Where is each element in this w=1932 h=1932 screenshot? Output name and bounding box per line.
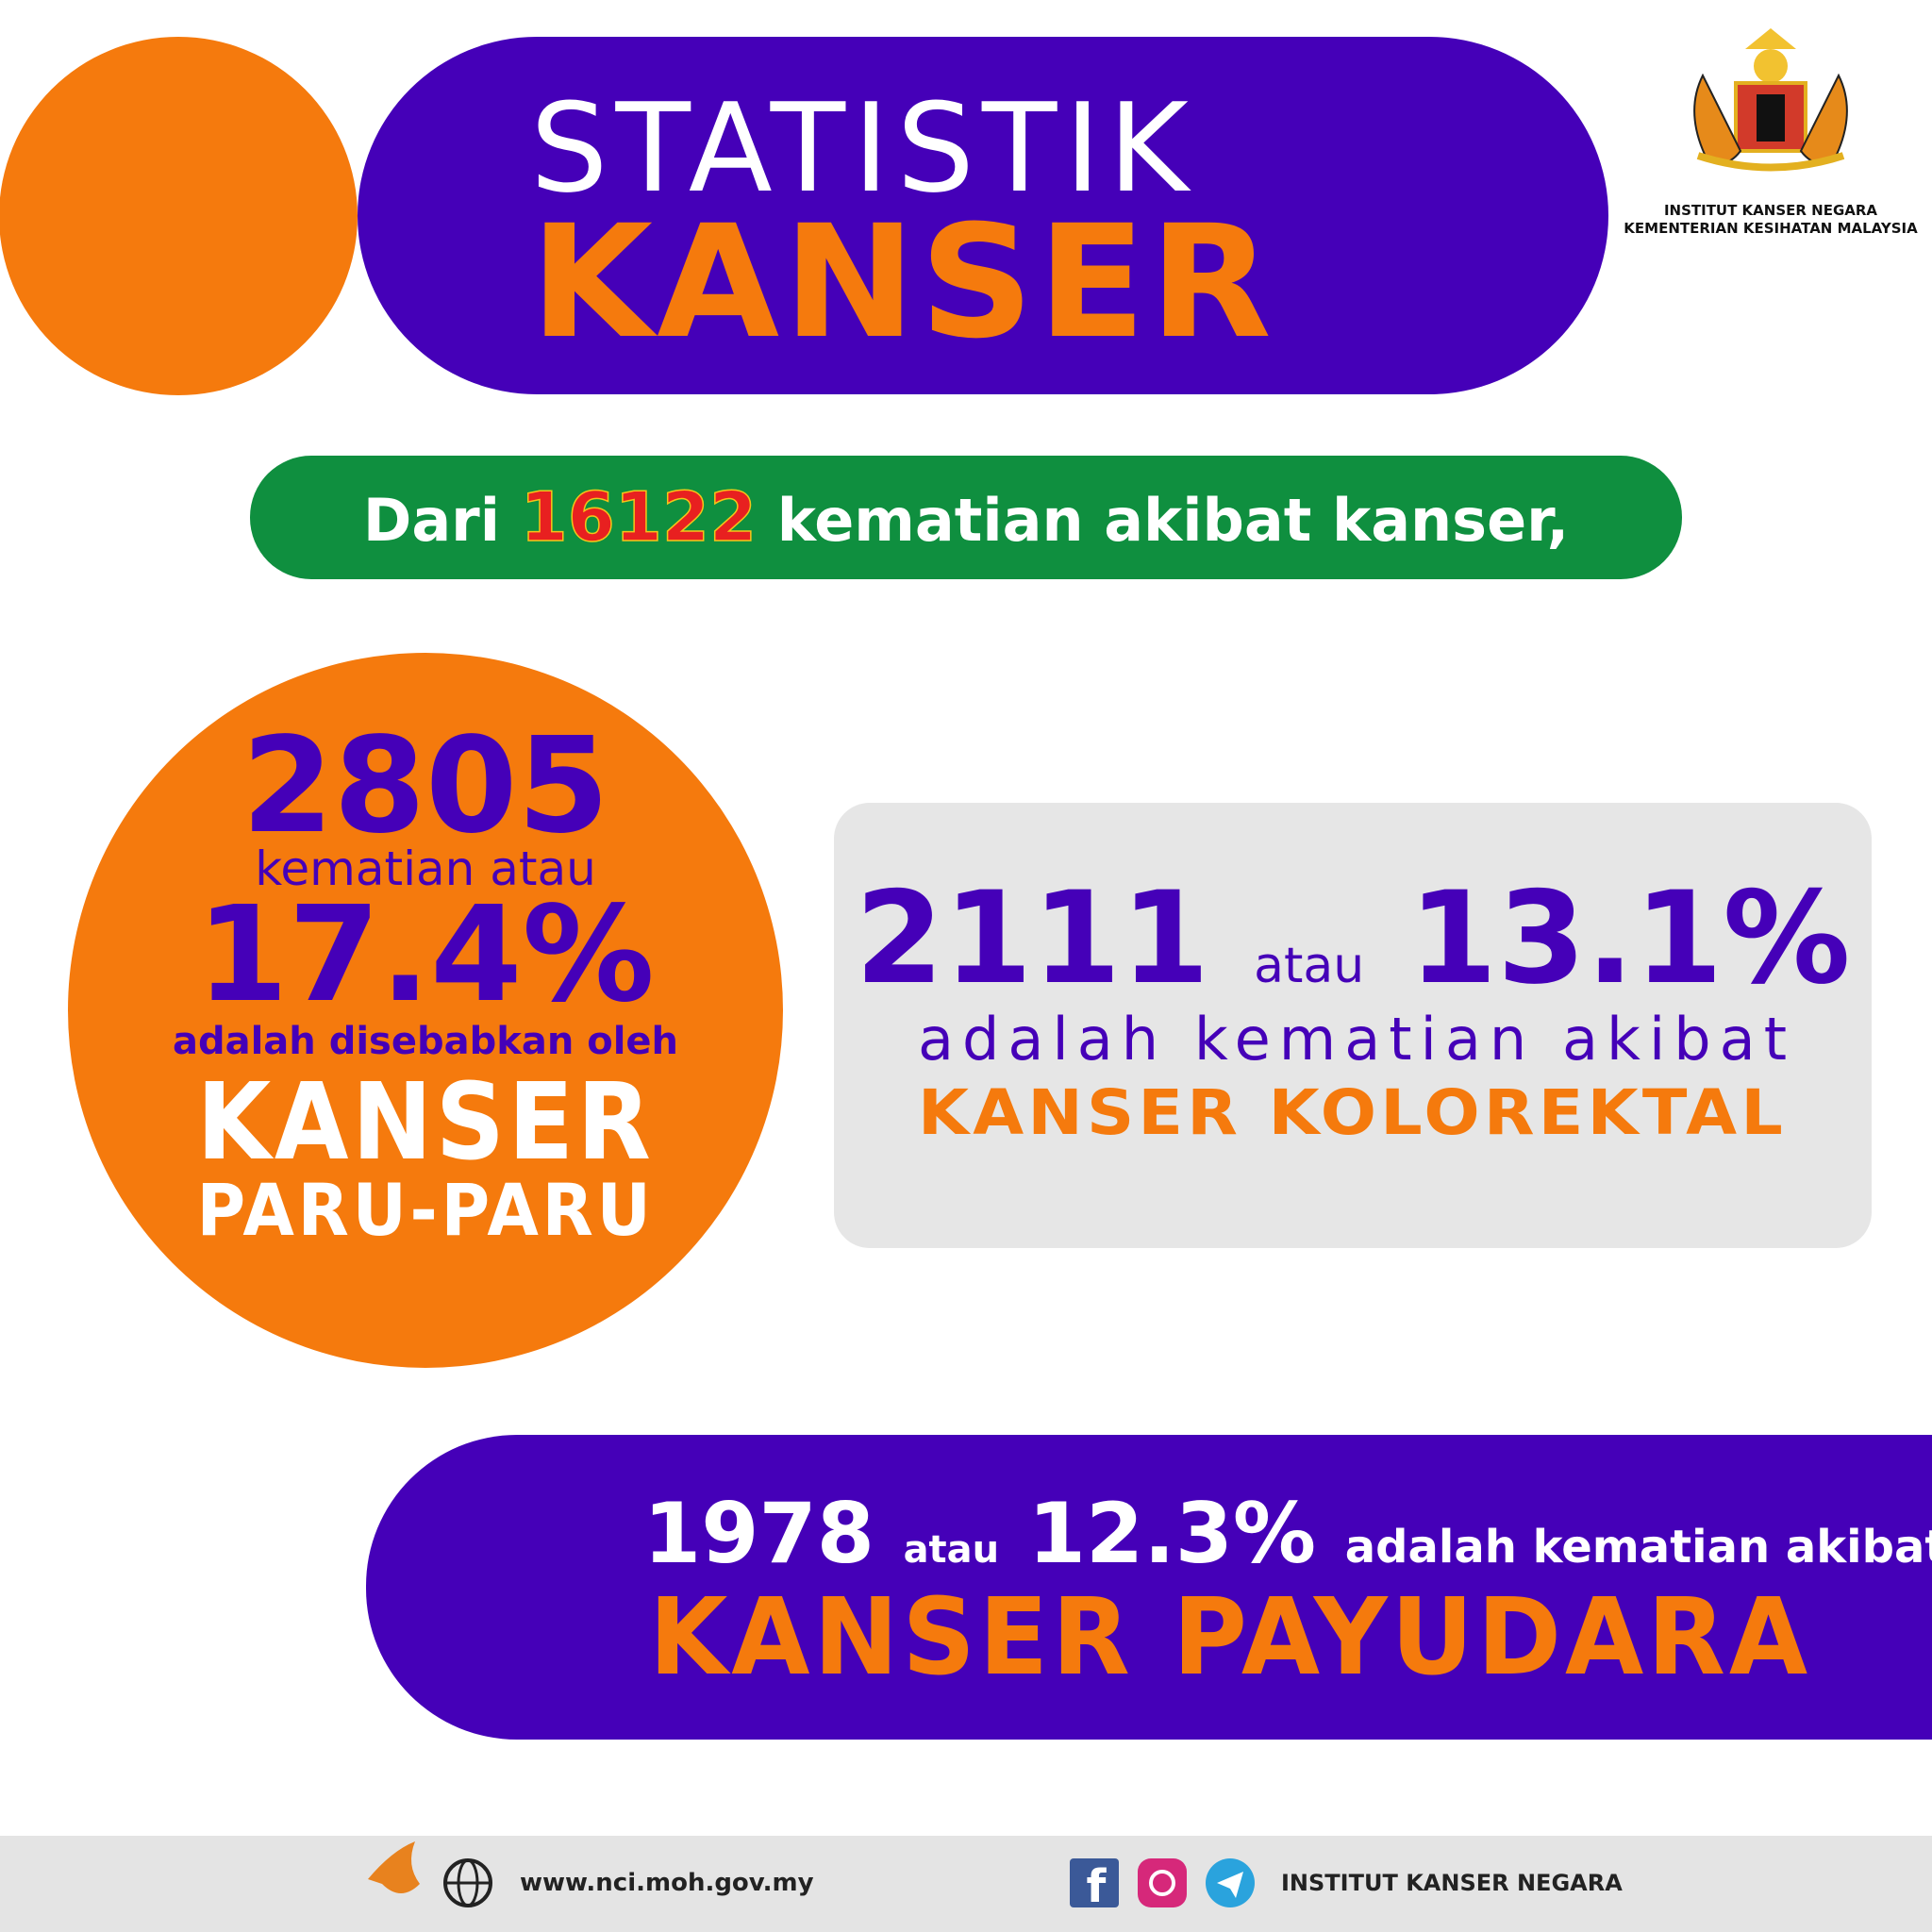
intro-text: Dari 16122 kematian akibat kanser, [363, 477, 1569, 557]
breast-line: 1978 atau 12.3% adalah kematian akibat [643, 1485, 1932, 1582]
title-line2: KANSER [530, 192, 1275, 373]
intro-number: 16122 [521, 477, 758, 557]
colorectal-box [834, 803, 1872, 1248]
emblem [1693, 28, 1848, 172]
intro-banner [250, 456, 1682, 579]
intro-suffix: kematian akibat kanser, [777, 486, 1569, 555]
org-line2: KEMENTERIAN KESIHATAN MALAYSIA [1624, 220, 1918, 237]
footer-bar [0, 1836, 1932, 1932]
footer-icons: f [368, 1841, 1255, 1913]
lung-name2: PARU-PARU [197, 1168, 655, 1252]
lung-text2: adalah disebabkan oleh [173, 1020, 678, 1063]
breast-connector: atau [904, 1528, 1000, 1572]
org-line1: INSTITUT KANSER NEGARA [1664, 202, 1877, 219]
breast-text: adalah kematian akibat [1345, 1521, 1932, 1574]
intro-prefix: Dari [363, 486, 500, 555]
breast-percent: 12.3% [1028, 1485, 1316, 1582]
footer-website: www.nci.moh.gov.my [520, 1869, 814, 1897]
title-banner [358, 37, 1608, 394]
svg-text:f: f [1087, 1860, 1108, 1913]
breast-name: KANSER PAYUDARA [649, 1576, 1811, 1699]
footer-org: INSTITUT KANSER NEGARA [1281, 1870, 1623, 1896]
lung-percent: 17.4% [196, 878, 655, 1032]
colorectal-name: KANSER KOLOREKTAL [918, 1076, 1787, 1149]
lung-text1: kematian atau [255, 841, 596, 896]
breast-banner [366, 1435, 1932, 1740]
breast-number: 1978 [643, 1485, 874, 1582]
title-line1: STATISTIK [530, 76, 1196, 220]
lung-circle [68, 653, 783, 1368]
colorectal-connector: atau [1254, 938, 1364, 994]
colorectal-number: 2111 [855, 864, 1209, 1012]
lung-name1: KANSER [197, 1061, 655, 1184]
colorectal-line: 2111 atau 13.1% [855, 864, 1850, 1012]
colorectal-percent: 13.1% [1408, 864, 1850, 1012]
decor-circle [0, 37, 358, 395]
lung-number: 2805 [242, 709, 609, 863]
